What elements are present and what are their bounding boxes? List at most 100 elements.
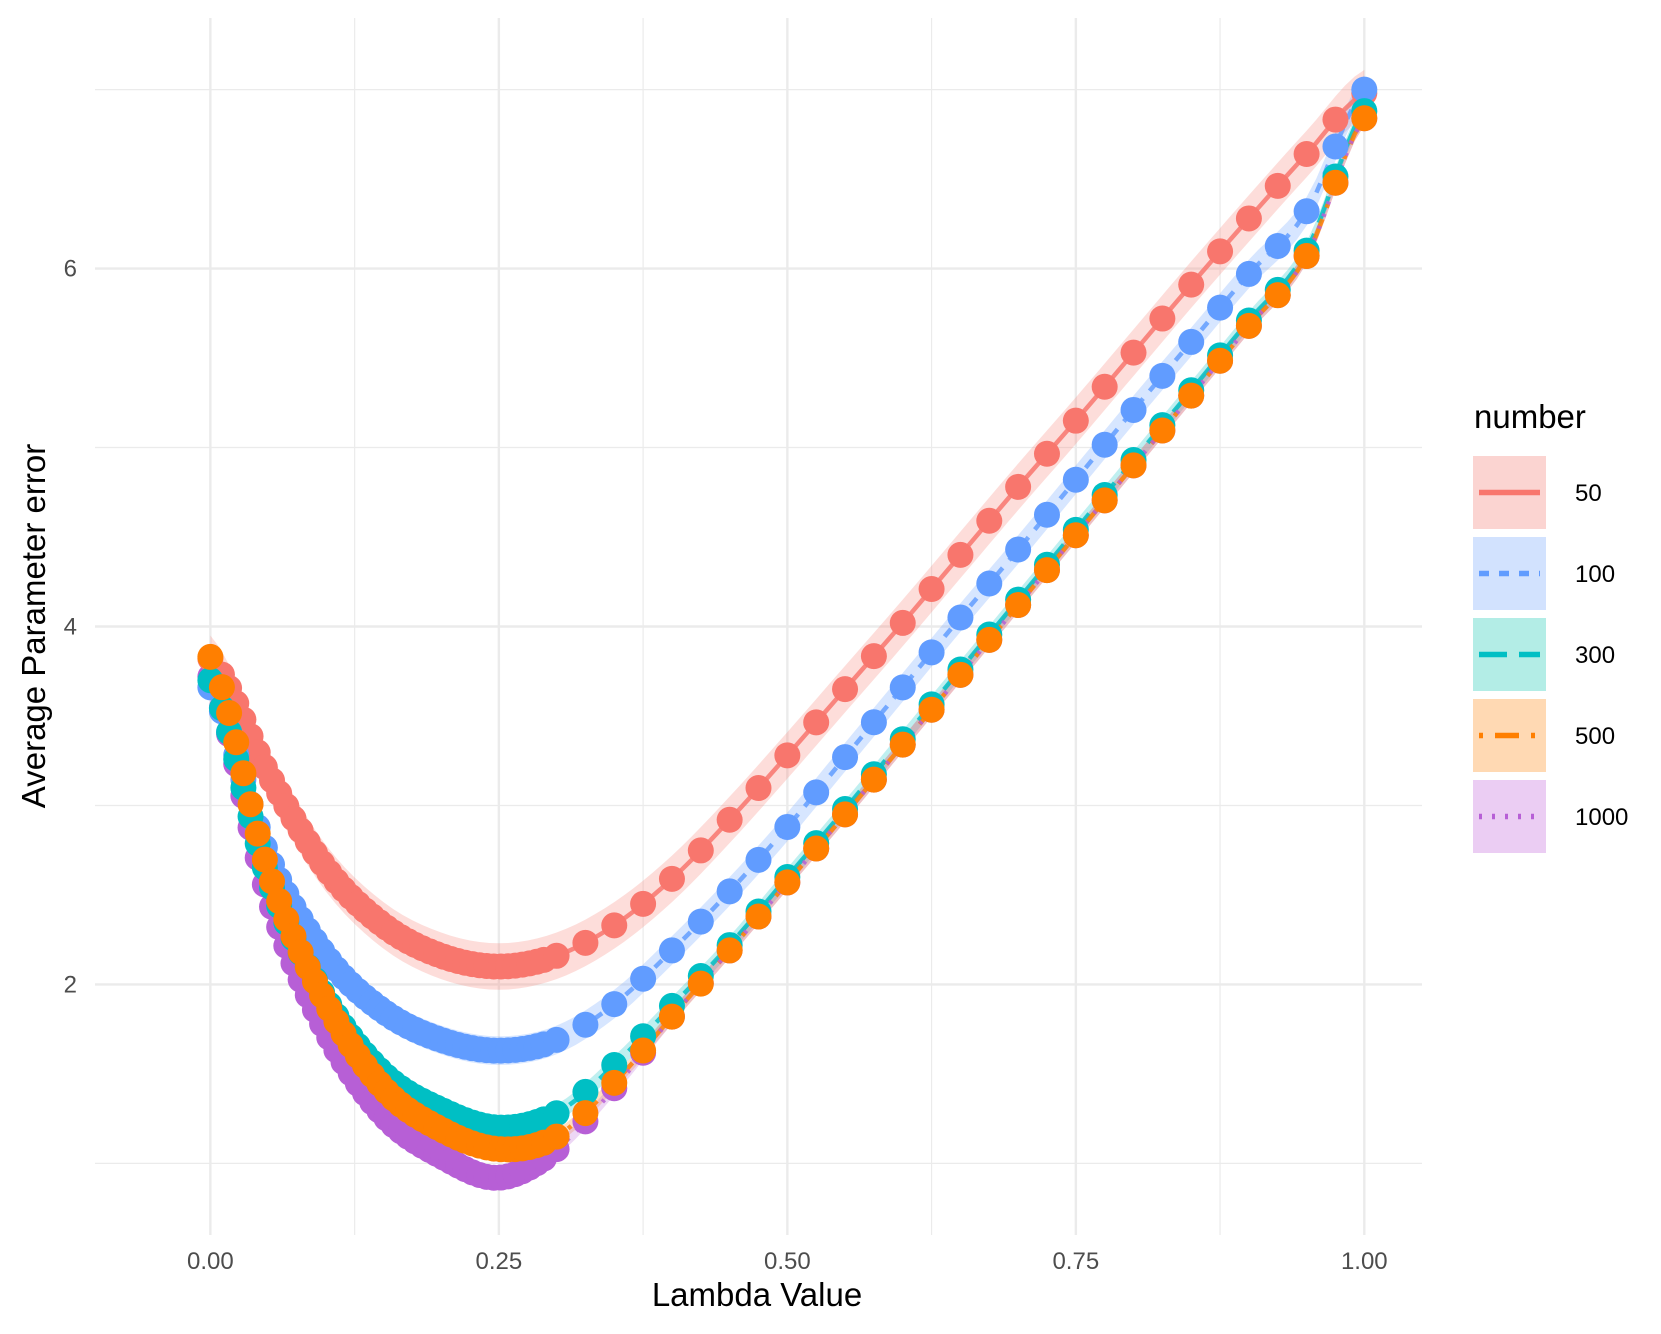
point-series-500: [1062, 522, 1089, 549]
point-series-50: [1005, 473, 1032, 500]
point-series-500: [1005, 592, 1032, 619]
point-series-100: [803, 779, 830, 806]
x-tick-label: 0.25: [476, 1248, 523, 1275]
point-series-50: [1293, 141, 1320, 168]
point-series-50: [1120, 339, 1147, 366]
tick-labels: 0.00 0.25 0.50 0.75 1.00 2 4 6: [64, 256, 1388, 1275]
point-series-100: [745, 846, 772, 873]
point-series-100: [601, 991, 628, 1018]
y-tick-label: 6: [64, 256, 77, 283]
point-series-100: [889, 674, 916, 701]
point-series-500: [251, 846, 278, 873]
point-series-500: [745, 903, 772, 930]
point-series-500: [1264, 282, 1291, 309]
point-series-50: [601, 912, 628, 939]
point-series-50: [803, 709, 830, 736]
point-series-50: [572, 929, 599, 956]
point-series-100: [1351, 76, 1378, 103]
legend-label: 500: [1575, 723, 1615, 750]
point-series-100: [774, 813, 801, 840]
point-series-50: [1091, 373, 1118, 400]
x-tick-label: 0.50: [764, 1248, 811, 1275]
y-tick-label: 2: [64, 971, 77, 998]
legend: number 50 100 300 500 1000: [1473, 398, 1628, 853]
point-series-50: [918, 576, 945, 603]
point-series-50: [1149, 305, 1176, 332]
point-series-500: [572, 1100, 599, 1127]
point-series-100: [658, 937, 685, 964]
point-series-500: [601, 1069, 628, 1096]
point-series-500: [889, 731, 916, 758]
point-series-50: [745, 775, 772, 802]
point-series-50: [1207, 238, 1234, 265]
point-series-100: [832, 744, 859, 771]
point-series-500: [860, 766, 887, 793]
point-series-500: [630, 1037, 657, 1064]
point-series-500: [1091, 487, 1118, 514]
point-series-50: [1264, 172, 1291, 199]
legend-label: 300: [1575, 642, 1615, 669]
point-series-100: [543, 1026, 570, 1053]
y-tick-label: 4: [64, 614, 77, 641]
point-series-50: [1178, 271, 1205, 298]
x-axis-title: Lambda Value: [652, 1276, 862, 1313]
point-series-500: [774, 869, 801, 896]
point-series-100: [1062, 466, 1089, 493]
point-series-100: [947, 604, 974, 631]
point-series-500: [1120, 452, 1147, 479]
point-series-500: [1207, 347, 1234, 374]
legend-key-fill: [1473, 780, 1546, 853]
point-series-50: [687, 837, 714, 864]
point-series-100: [1091, 431, 1118, 458]
point-series-100: [1207, 294, 1234, 321]
point-series-50: [658, 865, 685, 892]
point-series-500: [1351, 105, 1378, 132]
point-series-50: [1322, 106, 1349, 133]
point-series-500: [237, 791, 264, 818]
point-series-500: [1178, 382, 1205, 409]
point-series-500: [716, 937, 743, 964]
point-series-50: [774, 742, 801, 769]
point-series-50: [1235, 205, 1262, 232]
point-series-500: [216, 700, 243, 727]
point-series-500: [1322, 169, 1349, 196]
point-series-100: [630, 965, 657, 992]
point-series-50: [889, 609, 916, 636]
point-series-300: [543, 1100, 570, 1127]
point-series-500: [832, 801, 859, 828]
point-series-100: [1264, 232, 1291, 259]
point-series-50: [1062, 407, 1089, 434]
point-series-100: [1149, 362, 1176, 389]
point-series-50: [716, 806, 743, 833]
point-series-100: [1322, 133, 1349, 160]
point-series-500: [543, 1123, 570, 1150]
legend-item-100: 100: [1473, 537, 1615, 610]
legend-item-1000: 1000: [1473, 780, 1628, 853]
point-series-300: [601, 1051, 628, 1078]
point-series-500: [1149, 417, 1176, 444]
point-series-100: [716, 878, 743, 905]
point-series-100: [1293, 198, 1320, 225]
point-series-500: [223, 729, 250, 756]
point-series-500: [687, 970, 714, 997]
point-series-50: [860, 643, 887, 670]
point-series-500: [918, 696, 945, 723]
x-tick-label: 1.00: [1341, 1248, 1388, 1275]
point-series-100: [1235, 260, 1262, 287]
point-series-100: [1120, 396, 1147, 423]
point-series-500: [208, 674, 235, 701]
grid: [95, 18, 1422, 1235]
point-series-100: [572, 1011, 599, 1038]
point-series-100: [1178, 328, 1205, 355]
point-series-100: [1033, 501, 1060, 528]
legend-item-50: 50: [1473, 456, 1602, 529]
point-series-500: [976, 626, 1003, 653]
point-series-100: [976, 570, 1003, 597]
point-series-500: [1235, 312, 1262, 339]
point-series-50: [630, 890, 657, 917]
point-series-300: [572, 1078, 599, 1105]
y-axis-title: Average Parameter error: [15, 444, 52, 808]
point-series-100: [1005, 536, 1032, 563]
legend-label: 50: [1575, 480, 1602, 507]
